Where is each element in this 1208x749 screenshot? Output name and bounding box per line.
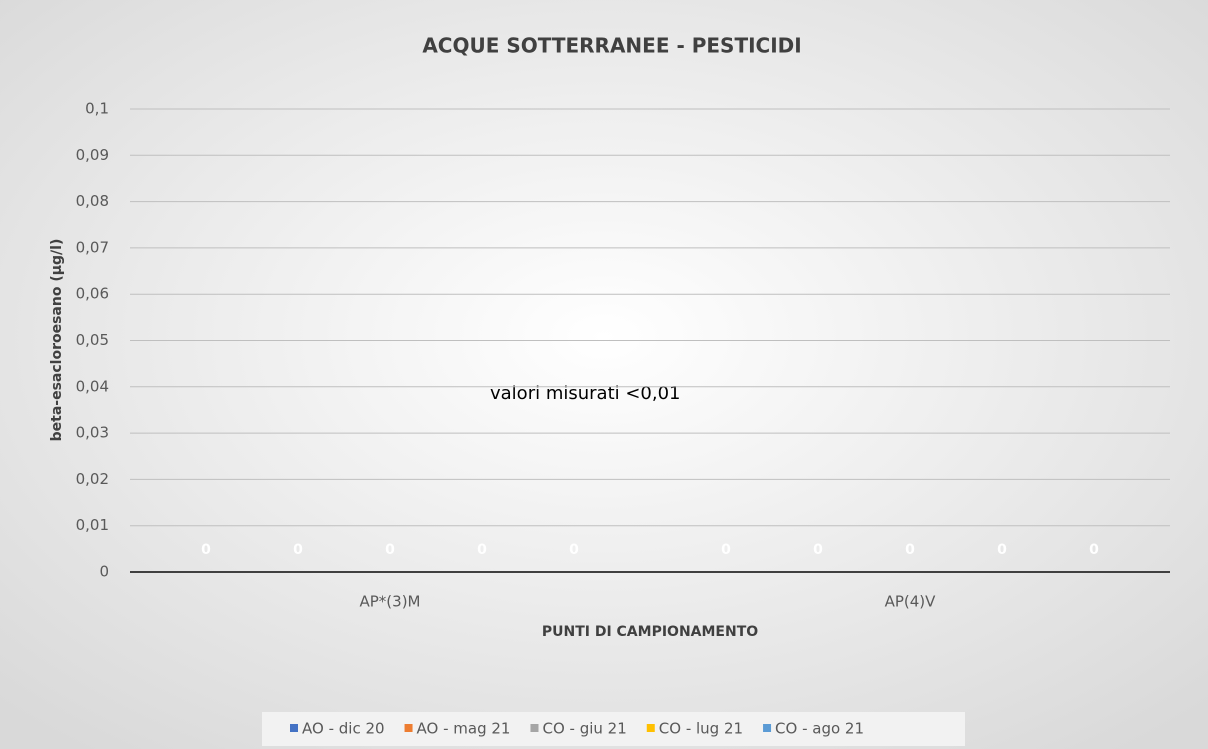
x-tick-label: AP*(3)M [360,593,421,611]
legend-swatch [763,724,772,732]
data-label: 0 [721,542,731,558]
legend-swatch [404,724,413,732]
y-tick-label: 0,07 [76,238,109,256]
chart-title: ACQUE SOTTERRANEE - PESTICIDI [422,34,801,58]
data-label: 0 [293,542,303,558]
y-tick-label: 0,04 [76,377,109,395]
data-label: 0 [997,542,1007,558]
data-label: 0 [201,542,211,558]
y-tick-label: 0,01 [76,516,109,534]
data-label: 0 [813,542,823,558]
y-tick-label: 0,08 [76,192,109,210]
data-label: 0 [1089,542,1099,558]
x-tick-label: AP(4)V [885,593,937,611]
data-label: 0 [477,542,487,558]
legend-swatch [646,724,655,732]
legend-label: AO - dic 20 [302,720,385,738]
legend-label: CO - ago 21 [775,720,864,738]
legend-label: CO - lug 21 [659,720,743,738]
legend-label: CO - giu 21 [542,720,626,738]
y-tick-label: 0,05 [76,331,109,349]
y-tick-label: 0,09 [76,146,109,164]
y-tick-label: 0,02 [76,470,109,488]
y-axis-title: beta-esacloroesano (µg/l) [49,239,65,442]
x-axis-title: PUNTI DI CAMPIONAMENTO [542,624,758,640]
annotation: valori misurati <0,01 [490,383,681,404]
data-label: 0 [569,542,579,558]
legend-box [262,712,965,746]
y-tick-label: 0,1 [85,100,109,118]
y-tick-label: 0,03 [76,424,109,442]
legend-swatch [530,724,539,732]
y-tick-label: 0,06 [76,285,109,303]
legend-label: AO - mag 21 [417,720,511,738]
legend-swatch [290,724,298,732]
y-tick-label: 0 [99,563,109,581]
data-label: 0 [905,542,915,558]
data-label: 0 [385,542,395,558]
